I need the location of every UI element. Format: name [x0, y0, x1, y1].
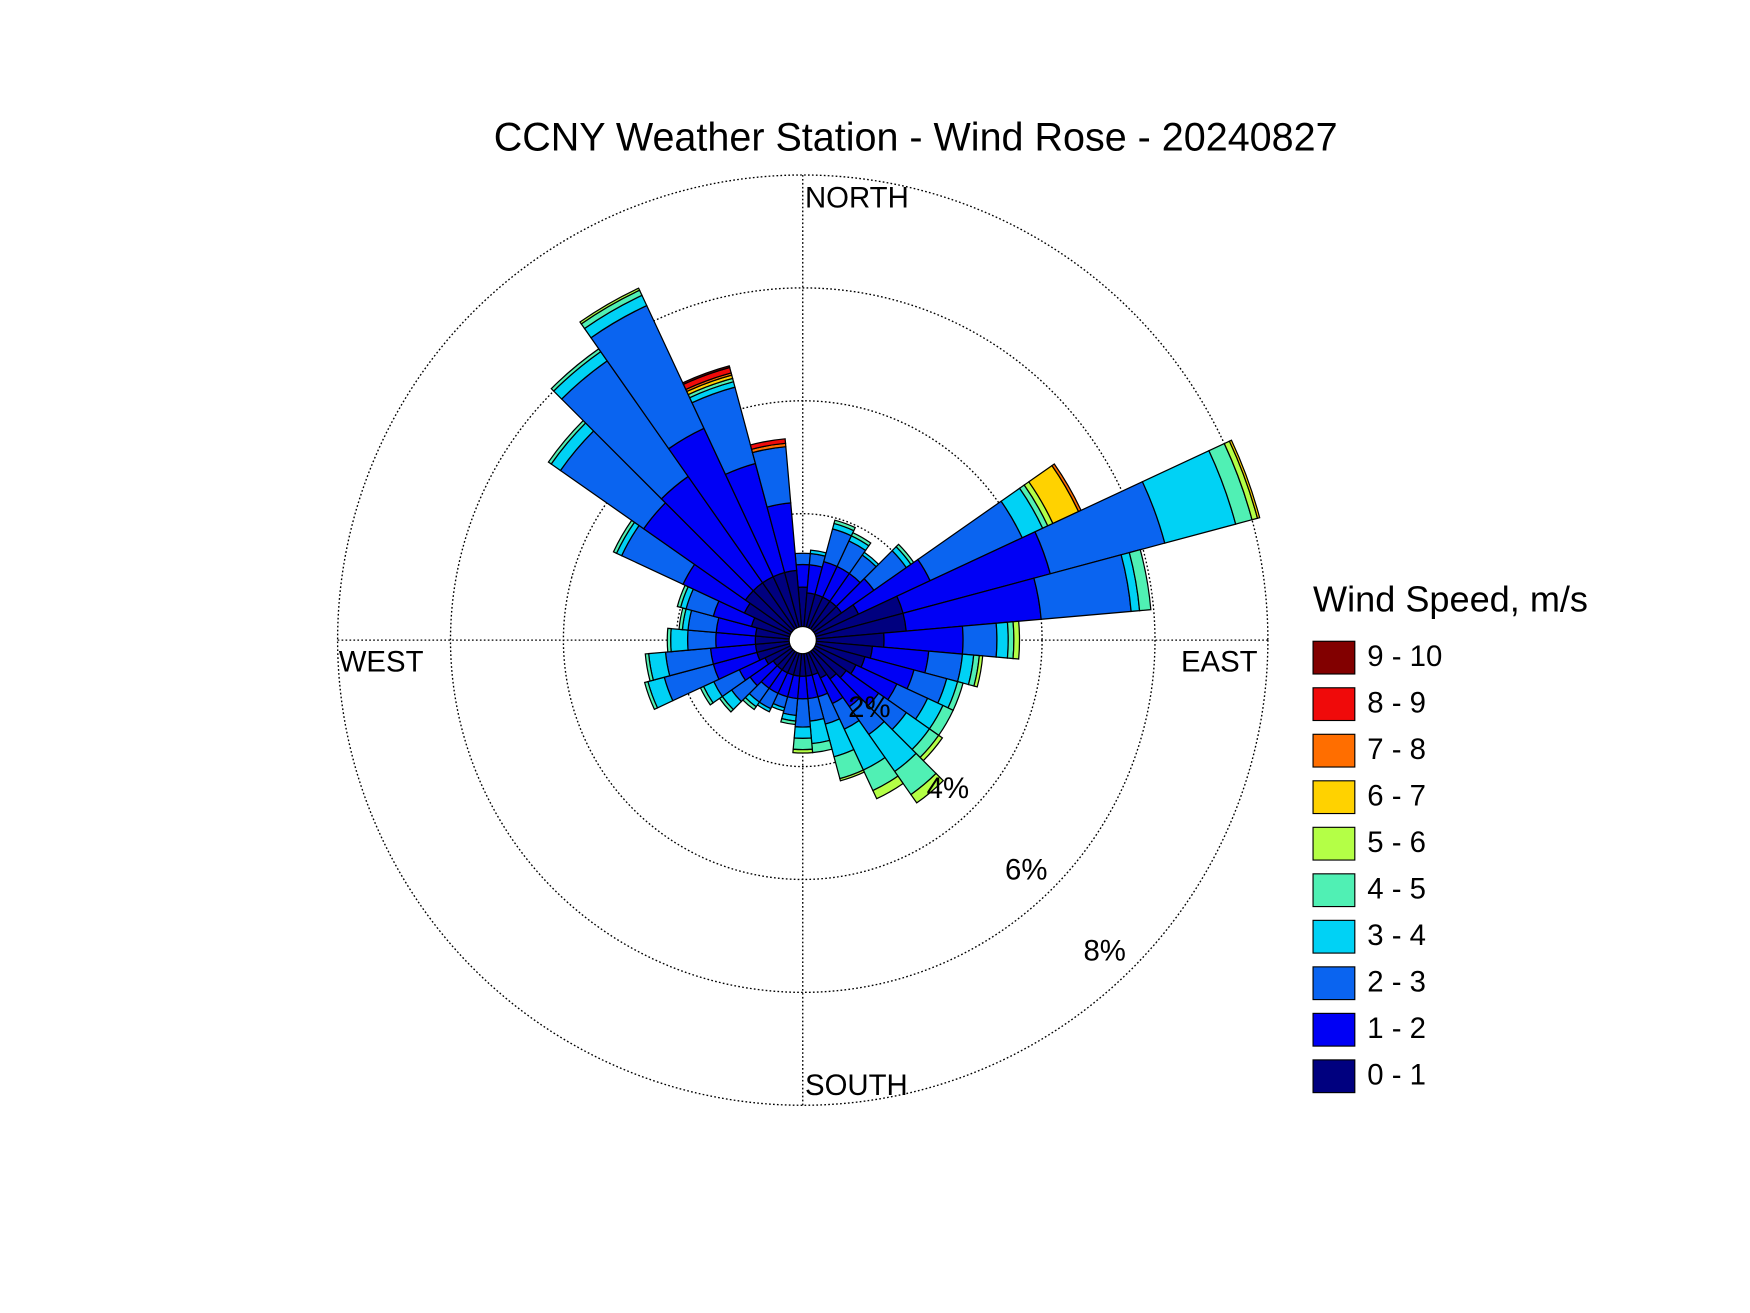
legend-label: 5 - 6	[1367, 826, 1426, 859]
wedge	[686, 629, 717, 651]
legend-label: 8 - 9	[1367, 686, 1426, 719]
grid-ring	[449, 287, 1156, 994]
wedge	[681, 365, 731, 386]
r-tick-label: 2%	[848, 691, 890, 724]
wedge	[850, 531, 872, 547]
legend-label: 1 - 2	[1367, 1012, 1426, 1045]
wedge	[973, 654, 984, 688]
labels: NORTH SOUTH WEST EAST	[339, 182, 1258, 1102]
legend-swatch	[1312, 1012, 1356, 1047]
wedge	[793, 726, 812, 739]
legend-swatch	[1312, 733, 1356, 768]
wedge	[961, 622, 998, 658]
r-tick-label: 6%	[1005, 853, 1047, 886]
wedge	[670, 627, 689, 653]
wedges	[547, 287, 1261, 804]
wedge	[995, 621, 1009, 659]
wedge	[792, 748, 814, 754]
wedge	[643, 680, 659, 711]
wedge	[749, 438, 787, 451]
grid-ring	[562, 400, 1043, 881]
chart-title: CCNY Weather Station - Wind Rose - 20240…	[494, 115, 1338, 159]
west-label: WEST	[339, 646, 424, 679]
wedge	[1228, 439, 1261, 520]
legend-swatch	[1312, 687, 1356, 722]
legend-label: 7 - 8	[1367, 733, 1426, 766]
wedge	[910, 772, 945, 804]
east-label: EAST	[1181, 646, 1258, 679]
legend-label: 4 - 5	[1367, 873, 1426, 906]
legend-swatch	[1312, 966, 1356, 1001]
legend-swatch	[1312, 780, 1356, 815]
legend-label: 2 - 3	[1367, 966, 1426, 999]
wedge	[579, 287, 641, 325]
r-tick-label: 4%	[927, 772, 969, 805]
wedge	[833, 519, 857, 532]
legend-swatch	[1312, 1059, 1356, 1094]
r-tick-label: 8%	[1083, 935, 1125, 968]
center-hole	[788, 626, 817, 655]
wedge	[1012, 620, 1021, 660]
legend-swatch	[1312, 919, 1356, 954]
north-label: NORTH	[805, 182, 909, 215]
legend-swatch	[1312, 826, 1356, 861]
legend-label: 0 - 1	[1367, 1059, 1426, 1092]
legend: 0 - 1 1 - 2 2 - 3 3 - 4 4 - 5 5 - 6 6 - 7 7 - 8…	[1312, 640, 1442, 1094]
legend-label: 6 - 7	[1367, 779, 1426, 812]
south-label: SOUTH	[805, 1069, 908, 1102]
wedge	[780, 717, 797, 726]
legend-label: 3 - 4	[1367, 919, 1426, 952]
wedge	[839, 769, 866, 782]
legend-title: Wind Speed, m/s	[1313, 578, 1588, 619]
legend-swatch	[1312, 873, 1356, 908]
wedge	[794, 552, 811, 566]
legend-label: 9 - 10	[1367, 640, 1442, 673]
wedge	[792, 737, 813, 751]
wedge	[1128, 548, 1152, 612]
wedge	[872, 775, 904, 800]
wedge	[666, 627, 672, 653]
grid-ring	[336, 174, 1269, 1106]
legend-swatch	[1312, 640, 1356, 675]
